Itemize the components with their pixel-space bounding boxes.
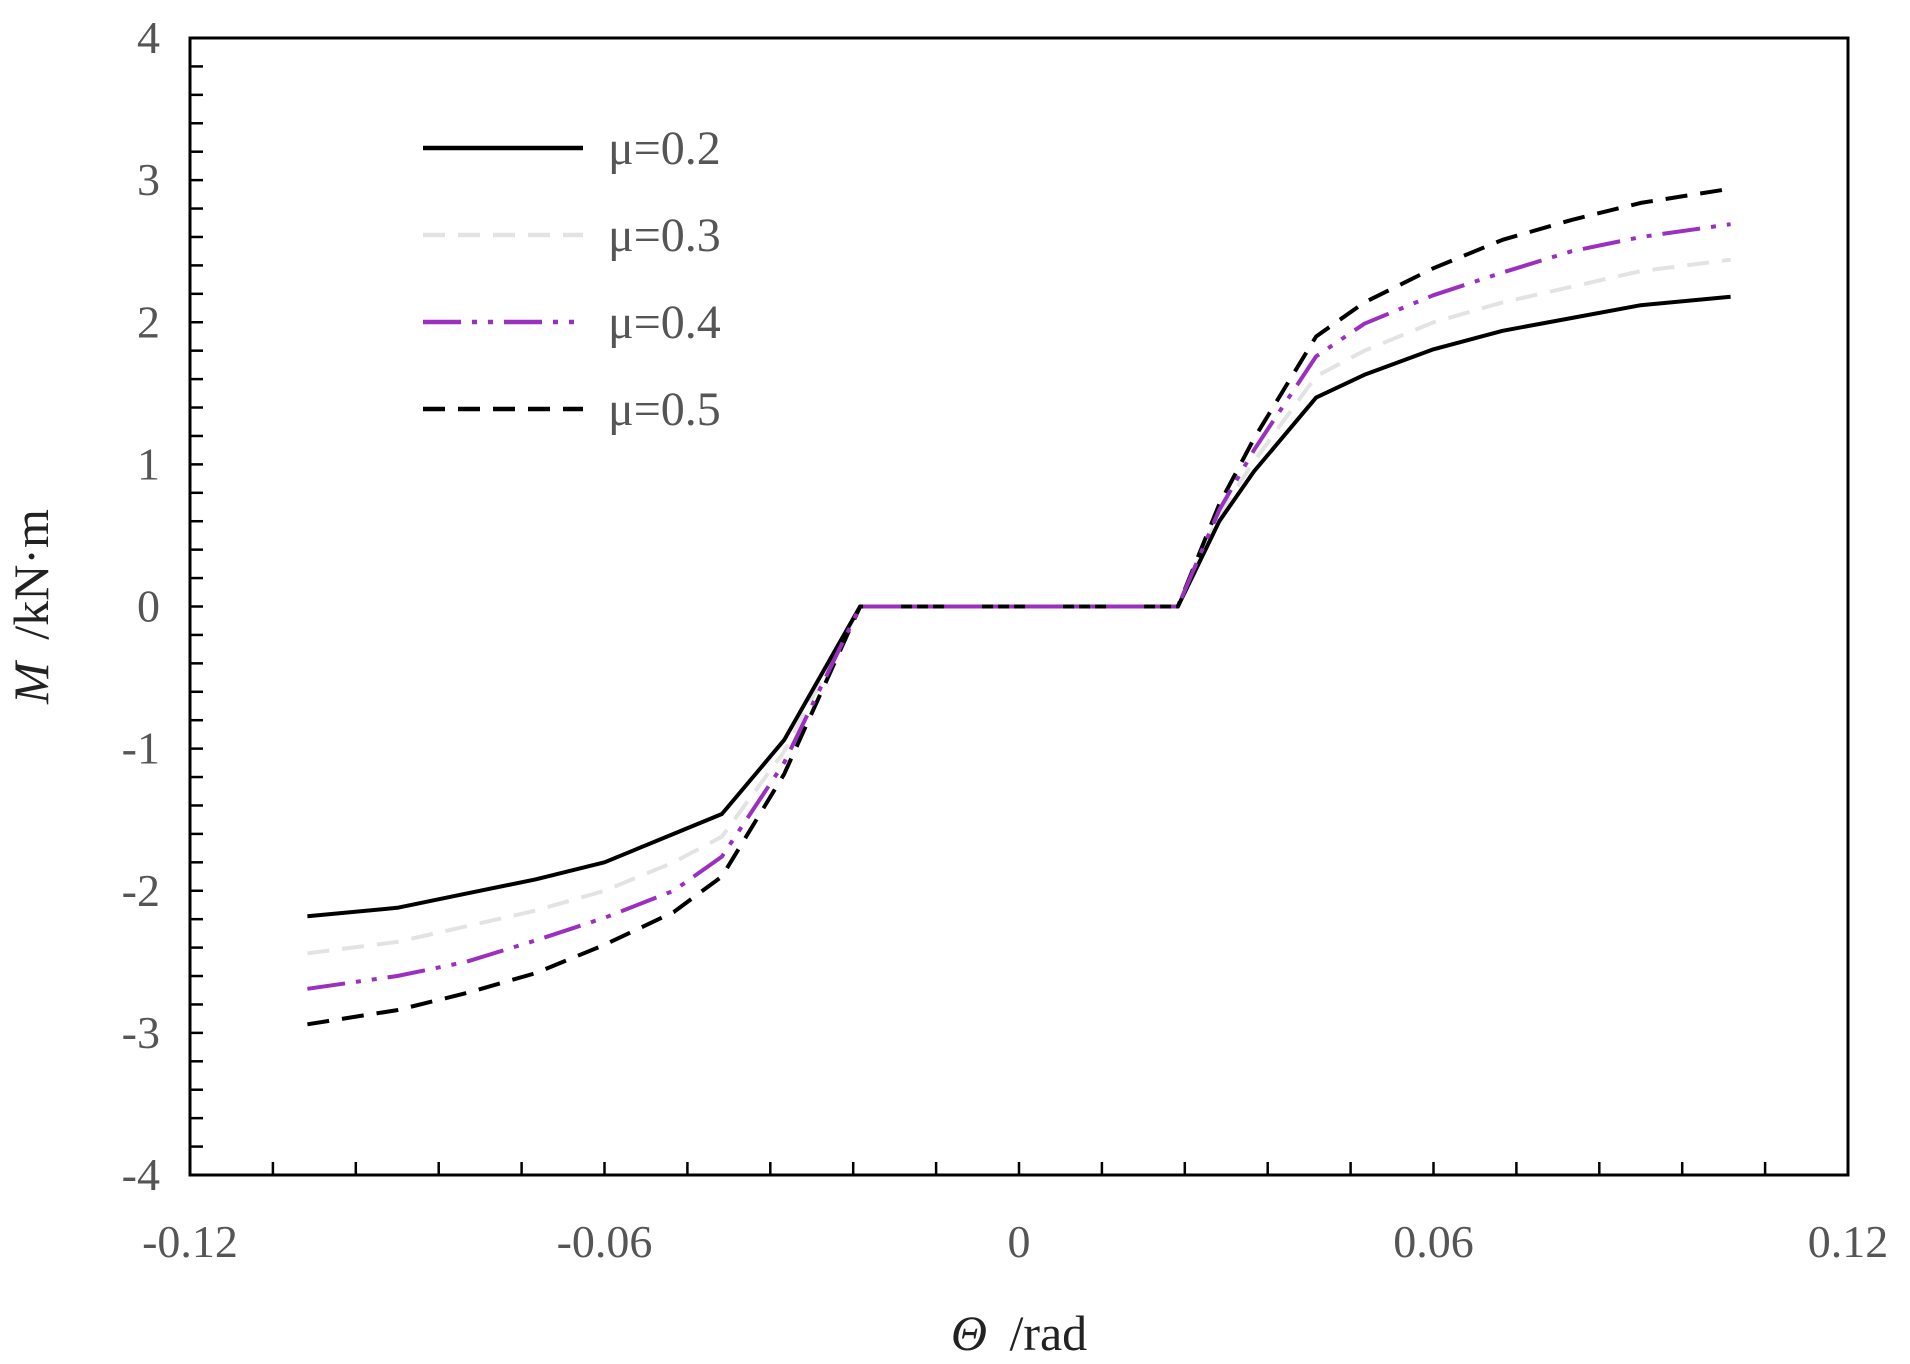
x-tick-label: 0.06 (1393, 1216, 1474, 1267)
x-axis-label: Θ /rad (951, 1305, 1087, 1361)
x-tick-label: 0 (1008, 1216, 1031, 1267)
y-tick-label: -2 (122, 865, 160, 916)
x-tick-label: -0.12 (142, 1216, 238, 1267)
y-axis-symbol: M (3, 660, 59, 705)
y-tick-label: 0 (137, 581, 160, 632)
y-tick-labels: -4 -3 -2 -1 0 1 2 3 4 (122, 12, 160, 1200)
series-line-μ=0.3 (307, 257, 1731, 956)
x-tick-label: 0.12 (1808, 1216, 1889, 1267)
legend-label: μ=0.2 (608, 122, 721, 175)
y-tick-label: 4 (137, 12, 160, 63)
x-tick-label: -0.06 (557, 1216, 653, 1267)
y-axis-unit: /kN·m (3, 509, 59, 640)
y-tick-label: -4 (122, 1149, 160, 1200)
x-axis-unit: /rad (1009, 1305, 1087, 1361)
series-line-μ=0.4 (307, 222, 1731, 991)
y-tick-label: 1 (137, 438, 160, 489)
x-tick-labels: -0.12 -0.06 0 0.06 0.12 (142, 1216, 1888, 1267)
series-lines (307, 186, 1731, 1027)
legend-label: μ=0.5 (608, 383, 721, 436)
y-tick-label: 2 (137, 296, 160, 347)
x-axis-symbol: Θ (951, 1305, 987, 1361)
legend-label: μ=0.4 (608, 296, 721, 349)
legend-label: μ=0.3 (608, 209, 721, 262)
y-tick-label: -1 (122, 723, 160, 774)
y-axis-label: M /kN·m (3, 509, 59, 705)
minor-ticks (188, 36, 1850, 1177)
y-tick-label: -3 (122, 1007, 160, 1058)
legend: μ=0.2 μ=0.3 μ=0.4 μ=0.5 (423, 122, 721, 436)
y-tick-label: 3 (137, 154, 160, 205)
